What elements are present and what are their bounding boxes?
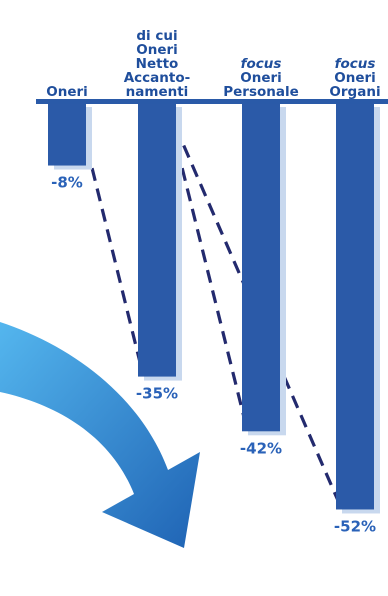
category-label: Oneri — [46, 84, 88, 100]
value-label: -52% — [334, 517, 376, 535]
decorative-arrow-icon — [0, 322, 200, 548]
category-label: focus — [335, 56, 376, 72]
value-label: -42% — [240, 439, 282, 457]
category-label: Oneri — [334, 70, 376, 86]
category-label: Oneri — [136, 42, 178, 58]
category-label: di cui — [136, 28, 177, 44]
chart-baseline — [36, 99, 388, 104]
category-label: Accanto- — [124, 70, 191, 86]
dashed-connector — [165, 106, 249, 430]
bar — [336, 103, 374, 510]
bar — [48, 103, 86, 166]
category-label: Organi — [329, 84, 380, 100]
bar — [242, 103, 280, 432]
value-label: -8% — [51, 174, 83, 192]
category-label: Oneri — [240, 70, 282, 86]
category-label: namenti — [126, 84, 189, 100]
category-label: Netto — [136, 56, 179, 72]
category-label: Personale — [223, 84, 299, 100]
bar — [138, 103, 176, 377]
category-label: focus — [241, 56, 282, 72]
value-label: -35% — [136, 385, 178, 403]
